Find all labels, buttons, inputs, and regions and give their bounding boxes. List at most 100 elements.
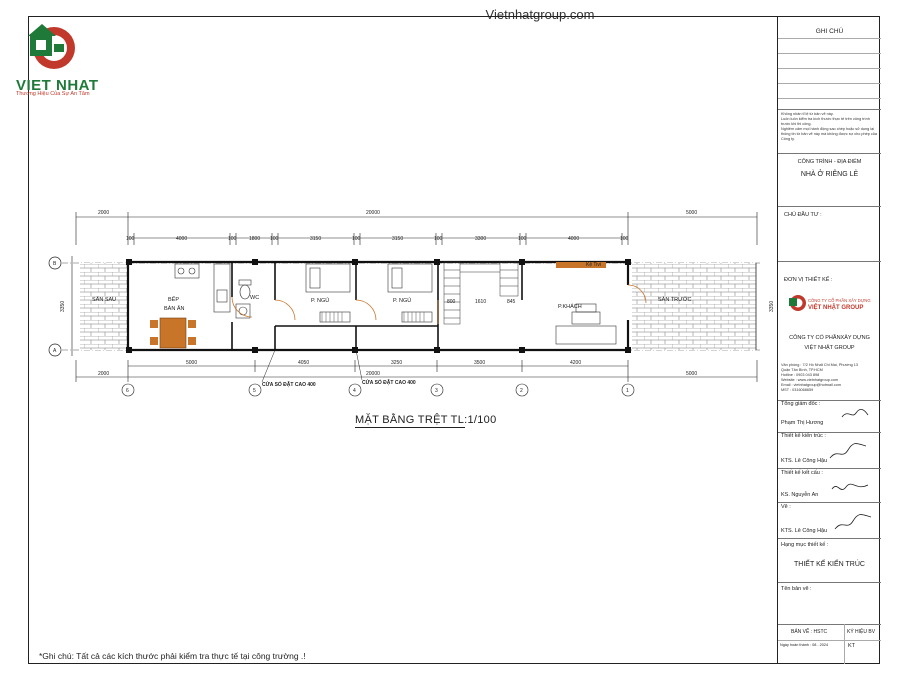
- dim-top-d6: 3150: [310, 236, 321, 242]
- dim-top-d1: 100: [126, 236, 135, 242]
- room-label-ban-an: BÀN ĂN: [164, 305, 185, 312]
- columns: [126, 259, 631, 353]
- signature-4-icon: [834, 514, 872, 530]
- company-logo-icon: [28, 24, 75, 69]
- kitchen-counter: [174, 263, 231, 313]
- dim-top-d13: 100: [620, 236, 629, 242]
- dim-bottom-d2: 4050: [298, 360, 309, 366]
- axis-label-3: 3: [435, 388, 438, 394]
- dim-inner-b: 1610: [475, 299, 486, 305]
- tk-ket-cau-name: KS. Nguyễn An: [781, 492, 819, 498]
- wc-fixtures: [235, 279, 252, 319]
- stairs: [443, 261, 519, 325]
- plan-title: MẶT BẰNG TRỆT TL:1/100: [355, 414, 497, 426]
- company-info: Văn phòng : 7/2 Hồ Nhất Chi Mai, Phường …: [781, 363, 859, 392]
- logo-name: VIET NHAT: [16, 77, 99, 94]
- dim-top-d4: 1800: [249, 236, 260, 242]
- tong-giam-doc-label: Tổng giám đốc :: [781, 401, 821, 407]
- axis-bubble-a: [48, 343, 62, 357]
- site-url: Vietnhatgroup.com: [485, 7, 595, 22]
- logo-slogan: Thương Hiệu Của Sự An Tâm: [16, 91, 90, 97]
- room-label-p-khach: P.KHÁCH: [558, 303, 582, 310]
- dim-side-right: 3350: [769, 301, 775, 312]
- wardrobe-hatch: [321, 312, 425, 322]
- ve-name: KTS. Lê Công Hậu: [781, 528, 828, 534]
- tong-giam-doc-name: Phạm Thị Hương: [781, 420, 824, 426]
- room-label-san-sau: SÂN SAU: [92, 296, 116, 303]
- dim-top-d10: 3300: [475, 236, 486, 242]
- door-swings: [231, 284, 647, 324]
- company-small-logo-icon: [789, 295, 806, 311]
- axis-label-1: 1: [626, 388, 629, 394]
- ky-hieu-value: KT: [848, 643, 856, 649]
- dim-top-d2: 4000: [176, 236, 187, 242]
- dim-bottom-d1: 5000: [186, 360, 197, 366]
- company-name-1: CÔNG TY CỔ PHẦNXÂY DỰNG: [789, 335, 870, 341]
- ngay-hoan-thanh: Ngày hoàn thành : 08 - 2024: [780, 643, 829, 647]
- company-name-2: VIỆT NHẬT GROUP: [804, 345, 855, 351]
- signature-1-icon: [841, 409, 869, 418]
- dim-bottom-overall-right: 5000: [686, 371, 697, 377]
- tk-ket-cau-label: Thiết kế kết cấu :: [781, 470, 823, 476]
- dim-top-overall-mid: 20000: [366, 210, 380, 216]
- cong-trinh-value: NHÀ Ở RIÊNG LẺ: [800, 171, 859, 178]
- tk-kien-truc-name: KTS. Lê Công Hậu: [781, 458, 828, 464]
- bottom-dimension-lines: [75, 360, 758, 382]
- floor-plan: 2000 20000 5000 100 4000 100 1800 100 31…: [48, 210, 775, 397]
- dim-bottom-d5: 4200: [570, 360, 581, 366]
- axis-label-4: 4: [353, 388, 356, 394]
- hang-muc-label: Hạng mục thiết kế :: [781, 542, 829, 548]
- ban-ve-label: BẢN VẼ : HSTC: [791, 629, 828, 635]
- sofa-set: [555, 303, 617, 345]
- top-dimension-lines: [75, 212, 758, 245]
- dim-bottom-d3: 3250: [391, 360, 402, 366]
- room-label-bep: BẾP: [168, 296, 179, 303]
- dim-top-d9: 100: [434, 236, 443, 242]
- dim-bottom-overall-left: 2000: [98, 371, 109, 377]
- dim-top-d7: 100: [352, 236, 361, 242]
- window-note-2: CỬA SỔ ĐẶT CAO 400: [362, 379, 416, 386]
- company-logo-line1: CÔNG TY CỔ PHẦN XÂY DỰNG: [808, 298, 871, 303]
- dim-top-overall-left: 2000: [98, 210, 109, 216]
- side-dimension-lines: [71, 256, 73, 356]
- axis-bubbles-x: [121, 383, 635, 397]
- cong-trinh-label: CÔNG TRÌNH - ĐỊA ĐIỂM: [797, 159, 862, 165]
- axis-label-5: 5: [253, 388, 256, 394]
- plan-title-underline: [355, 427, 465, 428]
- dim-inner-a: 800: [447, 299, 456, 305]
- room-label-wc: WC: [250, 295, 259, 301]
- beds: [305, 263, 433, 323]
- chu-dau-tu-label: CHỦ ĐẦU TƯ :: [784, 212, 822, 218]
- company-logo-line2: VIỆT NHẬT GROUP: [808, 305, 864, 311]
- tv-shelf: [556, 262, 606, 268]
- signature-3-icon: [831, 483, 869, 490]
- axis-label-b: B: [53, 261, 57, 267]
- hang-muc-value: THIẾT KẾ KIẾN TRÚC: [794, 561, 865, 568]
- interior-walls: [231, 262, 523, 350]
- label-ke-tv: Kệ Tivi: [586, 262, 601, 268]
- window-note-1: CỬA SỔ ĐẶT CAO 400: [262, 381, 316, 388]
- ten-ban-ve-label: Tên bản vẽ :: [781, 586, 812, 592]
- site-note: *Ghi chú: Tất cả các kích thước phải kiể…: [39, 651, 306, 661]
- dim-top-d12: 4000: [568, 236, 579, 242]
- drawing-notes: Không nhân tỉ lệ từ bản vẽ này. Luôn luô…: [781, 112, 878, 141]
- dim-top-d5: 100: [270, 236, 279, 242]
- axis-label-2: 2: [520, 388, 523, 394]
- dim-bottom-overall-mid: 20000: [366, 371, 380, 377]
- ky-hieu-label: KÝ HIỆU BV: [847, 629, 876, 635]
- drawing-frame: [28, 16, 880, 664]
- room-label-p-ngu-1: P. NGỦ: [311, 297, 329, 304]
- axis-bubble-b: [48, 256, 62, 270]
- dim-bottom-d4: 3500: [474, 360, 485, 366]
- dim-side-left: 3350: [60, 301, 66, 312]
- dim-top-d8: 3150: [392, 236, 403, 242]
- outer-walls: [126, 260, 630, 352]
- room-label-san-truoc: SÂN TRƯỚC: [658, 296, 691, 303]
- dim-top-d3: 100: [228, 236, 237, 242]
- ghi-chu-heading: GHI CHÚ: [815, 28, 844, 35]
- don-vi-label: ĐƠN VỊ THIẾT KẾ :: [784, 277, 833, 283]
- dim-inner-c: 845: [507, 299, 516, 305]
- back-yard: [80, 263, 128, 350]
- dining-table: [150, 317, 196, 349]
- dim-top-d11: 100: [518, 236, 527, 242]
